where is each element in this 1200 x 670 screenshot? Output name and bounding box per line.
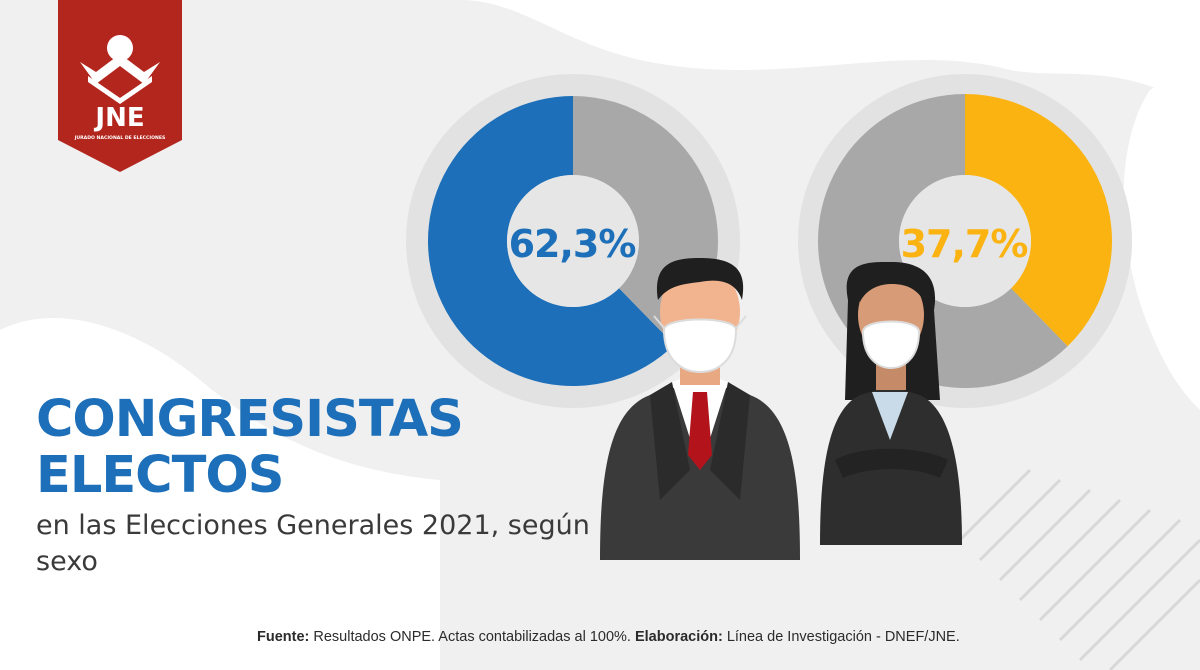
footer-source-label: Fuente:: [257, 629, 310, 645]
woman-icon: [820, 261, 962, 545]
title-line-1: CONGRESISTAS: [36, 390, 464, 449]
footer-credit-text: Línea de Investigación - DNEF/JNE.: [722, 629, 960, 645]
jne-logo: JNE JURADO NACIONAL DE ELECCIONES: [58, 0, 182, 172]
donut-hole-female: [899, 175, 1031, 307]
chart-title: CONGRESISTAS ELECTOS: [36, 390, 464, 505]
donut-label-male: 62,3%: [508, 222, 637, 266]
donut-label-female: 37,7%: [900, 222, 1029, 266]
footer-source-text: Resultados ONPE. Actas contabilizadas al…: [309, 629, 635, 645]
source-footer: Fuente: Resultados ONPE. Actas contabili…: [257, 629, 1017, 645]
footer-credit-label: Elaboración:: [634, 629, 723, 645]
title-line-2: ELECTOS: [36, 446, 284, 505]
logo-subtitle: JURADO NACIONAL DE ELECCIONES: [74, 135, 166, 141]
logo-text: JNE: [93, 103, 144, 133]
man-icon: [600, 258, 800, 560]
chart-subtitle: en las Elecciones Generales 2021, según …: [36, 510, 590, 577]
donut-slice-female: [965, 94, 1113, 347]
donut-hole-male: [507, 175, 639, 307]
diagonal-stripes: [958, 468, 1200, 670]
donut-slice-male: [428, 96, 675, 386]
